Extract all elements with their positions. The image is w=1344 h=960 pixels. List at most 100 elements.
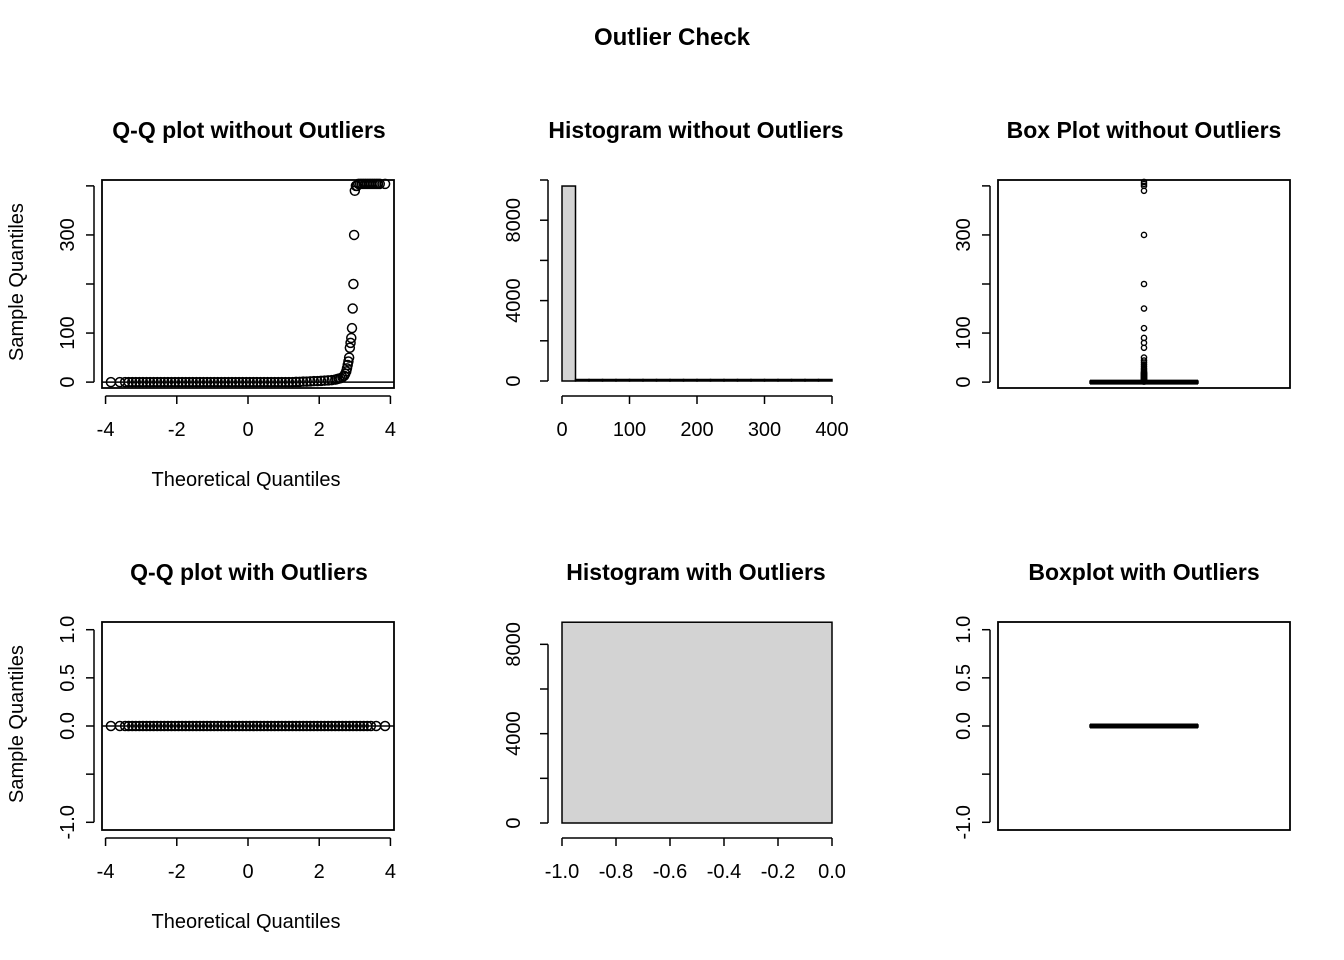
qq-with-point xyxy=(287,720,298,732)
qq-without-y-tick-label: 100 xyxy=(57,316,79,349)
hist-with-x-tick-label: -0.6 xyxy=(653,861,687,883)
qq-without-point xyxy=(280,376,291,388)
qq-without-point xyxy=(283,376,295,388)
qq-without-point xyxy=(194,376,206,388)
qq-with-point xyxy=(312,720,323,732)
qq-with-point xyxy=(251,720,263,732)
box-without-frame xyxy=(997,179,1291,389)
qq-with-point xyxy=(148,720,159,732)
qq-with-point xyxy=(315,720,327,732)
hist-without-y-tick-label: 4000 xyxy=(503,278,525,323)
qq-without-point xyxy=(198,376,209,388)
box-without-outlier xyxy=(1140,305,1148,312)
box-without-title: Box Plot without Outliers xyxy=(1007,117,1282,143)
qq-with-point xyxy=(337,720,348,732)
qq-without-point xyxy=(305,376,316,387)
qq-without-point xyxy=(148,376,159,388)
box-with-y-tick-label: 1.0 xyxy=(953,616,975,644)
qq-with-point xyxy=(208,720,220,732)
qq-without-point xyxy=(130,376,142,388)
hist-without-bar xyxy=(777,378,793,382)
qq-without-point xyxy=(251,376,263,388)
qq-with-point xyxy=(176,720,188,732)
qq-with-point xyxy=(283,720,295,732)
qq-with-y-label: Sample Quantiles xyxy=(6,645,28,803)
hist-without-bar xyxy=(817,378,833,382)
qq-without-point xyxy=(374,178,386,190)
qq-with-point xyxy=(169,720,181,732)
qq-with-y-tick-label: -1.0 xyxy=(57,805,79,839)
qq-with-point xyxy=(173,720,184,732)
hist-without-x-tick-label: 0 xyxy=(556,419,567,441)
hist-with-x-tick-label: -0.8 xyxy=(599,861,633,883)
qq-without-title: Q-Q plot without Outliers xyxy=(112,117,385,143)
page-title: Outlier Check xyxy=(593,24,751,51)
hist-without-bar xyxy=(588,378,604,382)
qq-without-point xyxy=(155,376,167,388)
qq-with-y-tick-label: 0.0 xyxy=(57,712,79,740)
qq-with-x-label: Theoretical Quantiles xyxy=(152,911,341,933)
qq-without-point xyxy=(347,303,358,314)
qq-without-point xyxy=(255,376,266,388)
hist-without-y-tick-label: 8000 xyxy=(503,198,525,243)
hist-without-bar xyxy=(736,378,752,382)
qq-with-x-tick-label: 0 xyxy=(242,861,253,883)
hist-without-x-tick-label: 200 xyxy=(680,419,713,441)
qq-without-point xyxy=(315,375,327,387)
qq-without-point xyxy=(237,376,248,388)
box-with-y-tick-label: -1.0 xyxy=(953,805,975,839)
hist-without-bar xyxy=(601,378,617,382)
qq-with-point xyxy=(159,720,170,732)
hist-with-x-tick-label: 0.0 xyxy=(818,861,846,883)
hist-with-y-tick-label: 8000 xyxy=(503,622,525,667)
qq-with-point xyxy=(379,720,391,732)
qq-without-x-tick-label: 0 xyxy=(242,419,253,441)
box-without-outlier xyxy=(1140,334,1148,342)
box-without-outlier xyxy=(1140,354,1148,361)
qq-without-point xyxy=(205,376,216,388)
qq-without-point xyxy=(162,376,174,388)
qq-with-point xyxy=(262,720,273,732)
qq-without-point xyxy=(141,376,152,388)
qq-without-point xyxy=(183,376,195,388)
qq-with-x-tick-label: -2 xyxy=(168,861,186,883)
hist-without-bar xyxy=(669,378,685,382)
qq-without-point xyxy=(216,376,227,388)
qq-with-point xyxy=(187,720,199,732)
qq-with-y-tick-label: 0.5 xyxy=(57,664,79,692)
qq-without-point xyxy=(345,337,356,349)
box-without-outlier xyxy=(1140,280,1148,288)
qq-without-point xyxy=(287,376,298,388)
qq-without-point xyxy=(223,376,234,388)
qq-without-point xyxy=(134,376,145,388)
qq-with-point xyxy=(219,720,231,732)
box-with-frame xyxy=(997,621,1291,831)
qq-with-point xyxy=(198,720,209,732)
hist-with-x-tick-label: -0.4 xyxy=(707,861,741,883)
qq-without-x-tick-label: -2 xyxy=(168,419,186,441)
hist-without-x-tick-label: 400 xyxy=(815,419,848,441)
hist-without-bar xyxy=(561,185,577,382)
box-without-y-tick-label: 100 xyxy=(953,316,975,349)
qq-with-point xyxy=(155,720,167,732)
qq-without-point xyxy=(346,332,357,344)
hist-with-x-tick-label: -0.2 xyxy=(761,861,795,883)
qq-without-point xyxy=(297,376,309,387)
qq-with-point xyxy=(255,720,266,732)
qq-with-point xyxy=(301,720,313,732)
qq-with-point xyxy=(141,720,152,732)
qq-without-point xyxy=(151,376,163,388)
qq-with-title: Q-Q plot with Outliers xyxy=(130,559,368,585)
qq-with-point xyxy=(194,720,206,732)
hist-without-bar xyxy=(642,378,658,382)
qq-without-point xyxy=(144,376,156,388)
qq-with-x-tick-label: 4 xyxy=(385,861,396,883)
qq-with-point xyxy=(308,720,320,732)
qq-without-frame xyxy=(101,179,395,389)
qq-without-point xyxy=(180,376,191,388)
qq-with-point xyxy=(237,720,248,732)
hist-without-bar xyxy=(655,378,671,382)
qq-without-point xyxy=(262,376,273,388)
qq-without-point xyxy=(290,376,302,388)
qq-with-point xyxy=(365,720,377,732)
